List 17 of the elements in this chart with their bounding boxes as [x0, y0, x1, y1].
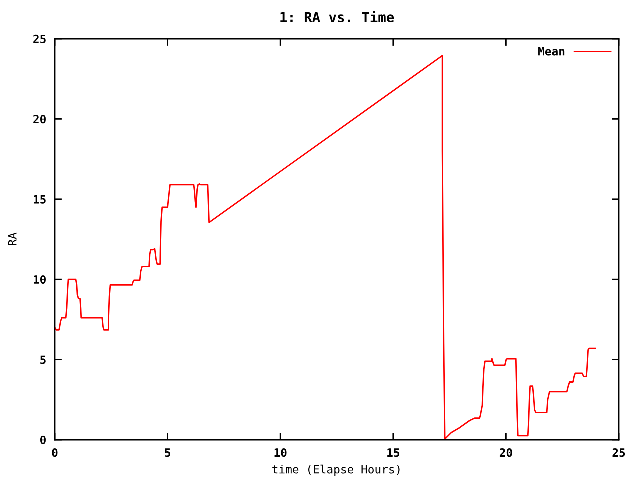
y-axis-title: RA [8, 232, 17, 246]
y-tick-label: 25 [34, 34, 46, 44]
y-tick-label: 0 [40, 436, 46, 444]
y-tick-label: 15 [34, 195, 46, 204]
x-tick-label: 20 [500, 448, 512, 458]
x-tick-label: 0 [52, 448, 58, 458]
y-tick-label: 10 [34, 275, 46, 284]
chart-title: 1: RA vs. Time [280, 11, 394, 23]
y-tick-label: 5 [40, 356, 46, 364]
x-tick-label: 5 [165, 448, 170, 458]
x-tick-label: 10 [274, 448, 287, 458]
line-series [55, 55, 596, 440]
x-tick-label: 15 [388, 448, 400, 458]
legend-label: Mean [538, 47, 565, 56]
y-tick-label: 20 [34, 115, 46, 124]
x-tick-label: 25 [612, 448, 626, 458]
x-axis-title: time (Elapse Hours) [272, 464, 400, 476]
